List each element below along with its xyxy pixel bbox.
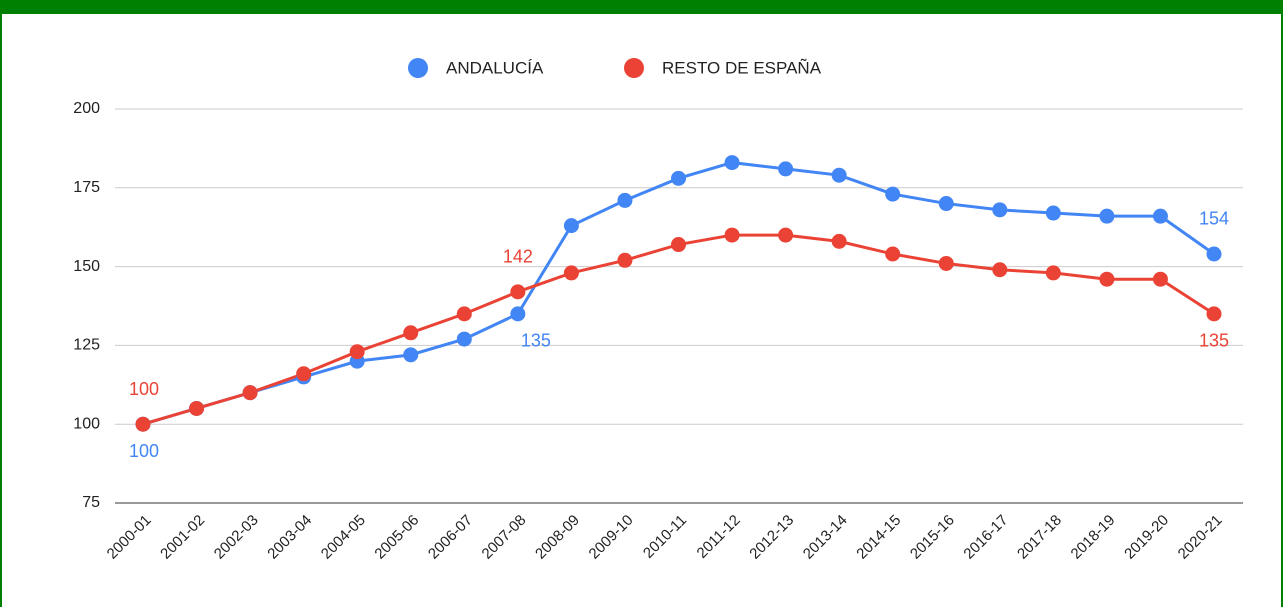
data-label: 100	[129, 379, 159, 399]
data-point	[1045, 265, 1061, 281]
data-point	[456, 306, 472, 322]
data-point	[885, 246, 901, 262]
y-tick-label: 150	[73, 258, 100, 275]
y-tick-label: 200	[73, 100, 100, 117]
right-border	[1281, 0, 1283, 607]
y-tick-label: 100	[73, 415, 100, 432]
legend-label: RESTO DE ESPAÑA	[662, 58, 822, 77]
data-point	[1206, 306, 1222, 322]
data-point	[724, 155, 740, 171]
left-border	[0, 0, 2, 607]
data-point	[1045, 205, 1061, 221]
data-point	[510, 306, 526, 322]
data-point	[456, 331, 472, 347]
data-label: 100	[129, 441, 159, 461]
legend-swatch	[408, 58, 428, 78]
data-point	[563, 265, 579, 281]
data-point	[242, 385, 258, 401]
data-point	[189, 400, 205, 416]
data-point	[349, 344, 365, 360]
data-point	[1152, 208, 1168, 224]
data-point	[885, 186, 901, 202]
data-point	[724, 227, 740, 243]
data-point	[992, 262, 1008, 278]
data-label: 154	[1199, 209, 1229, 229]
data-point	[403, 347, 419, 363]
data-label: 135	[1199, 331, 1229, 351]
data-point	[510, 284, 526, 300]
data-point	[1206, 246, 1222, 262]
data-point	[778, 161, 794, 177]
y-tick-label: 175	[73, 179, 100, 196]
data-point	[992, 202, 1008, 218]
data-point	[1152, 271, 1168, 287]
data-label: 142	[503, 247, 533, 267]
legend-swatch	[624, 58, 644, 78]
data-point	[671, 237, 686, 253]
legend-label: ANDALUCÍA	[446, 58, 544, 77]
data-point	[403, 325, 419, 341]
data-point	[617, 252, 633, 268]
data-point	[1099, 208, 1115, 224]
y-tick-label: 125	[73, 337, 100, 354]
data-point	[671, 170, 686, 186]
data-point	[563, 218, 579, 234]
data-point	[831, 233, 847, 249]
data-point	[135, 416, 151, 432]
data-point	[1099, 271, 1115, 287]
data-point	[938, 196, 954, 212]
data-point	[831, 167, 847, 183]
data-label: 135	[521, 331, 551, 351]
data-point	[617, 192, 633, 208]
data-point	[778, 227, 794, 243]
y-tick-label: 75	[82, 494, 100, 511]
data-point	[296, 366, 312, 382]
top-bar	[0, 0, 1283, 14]
data-point	[938, 255, 954, 271]
